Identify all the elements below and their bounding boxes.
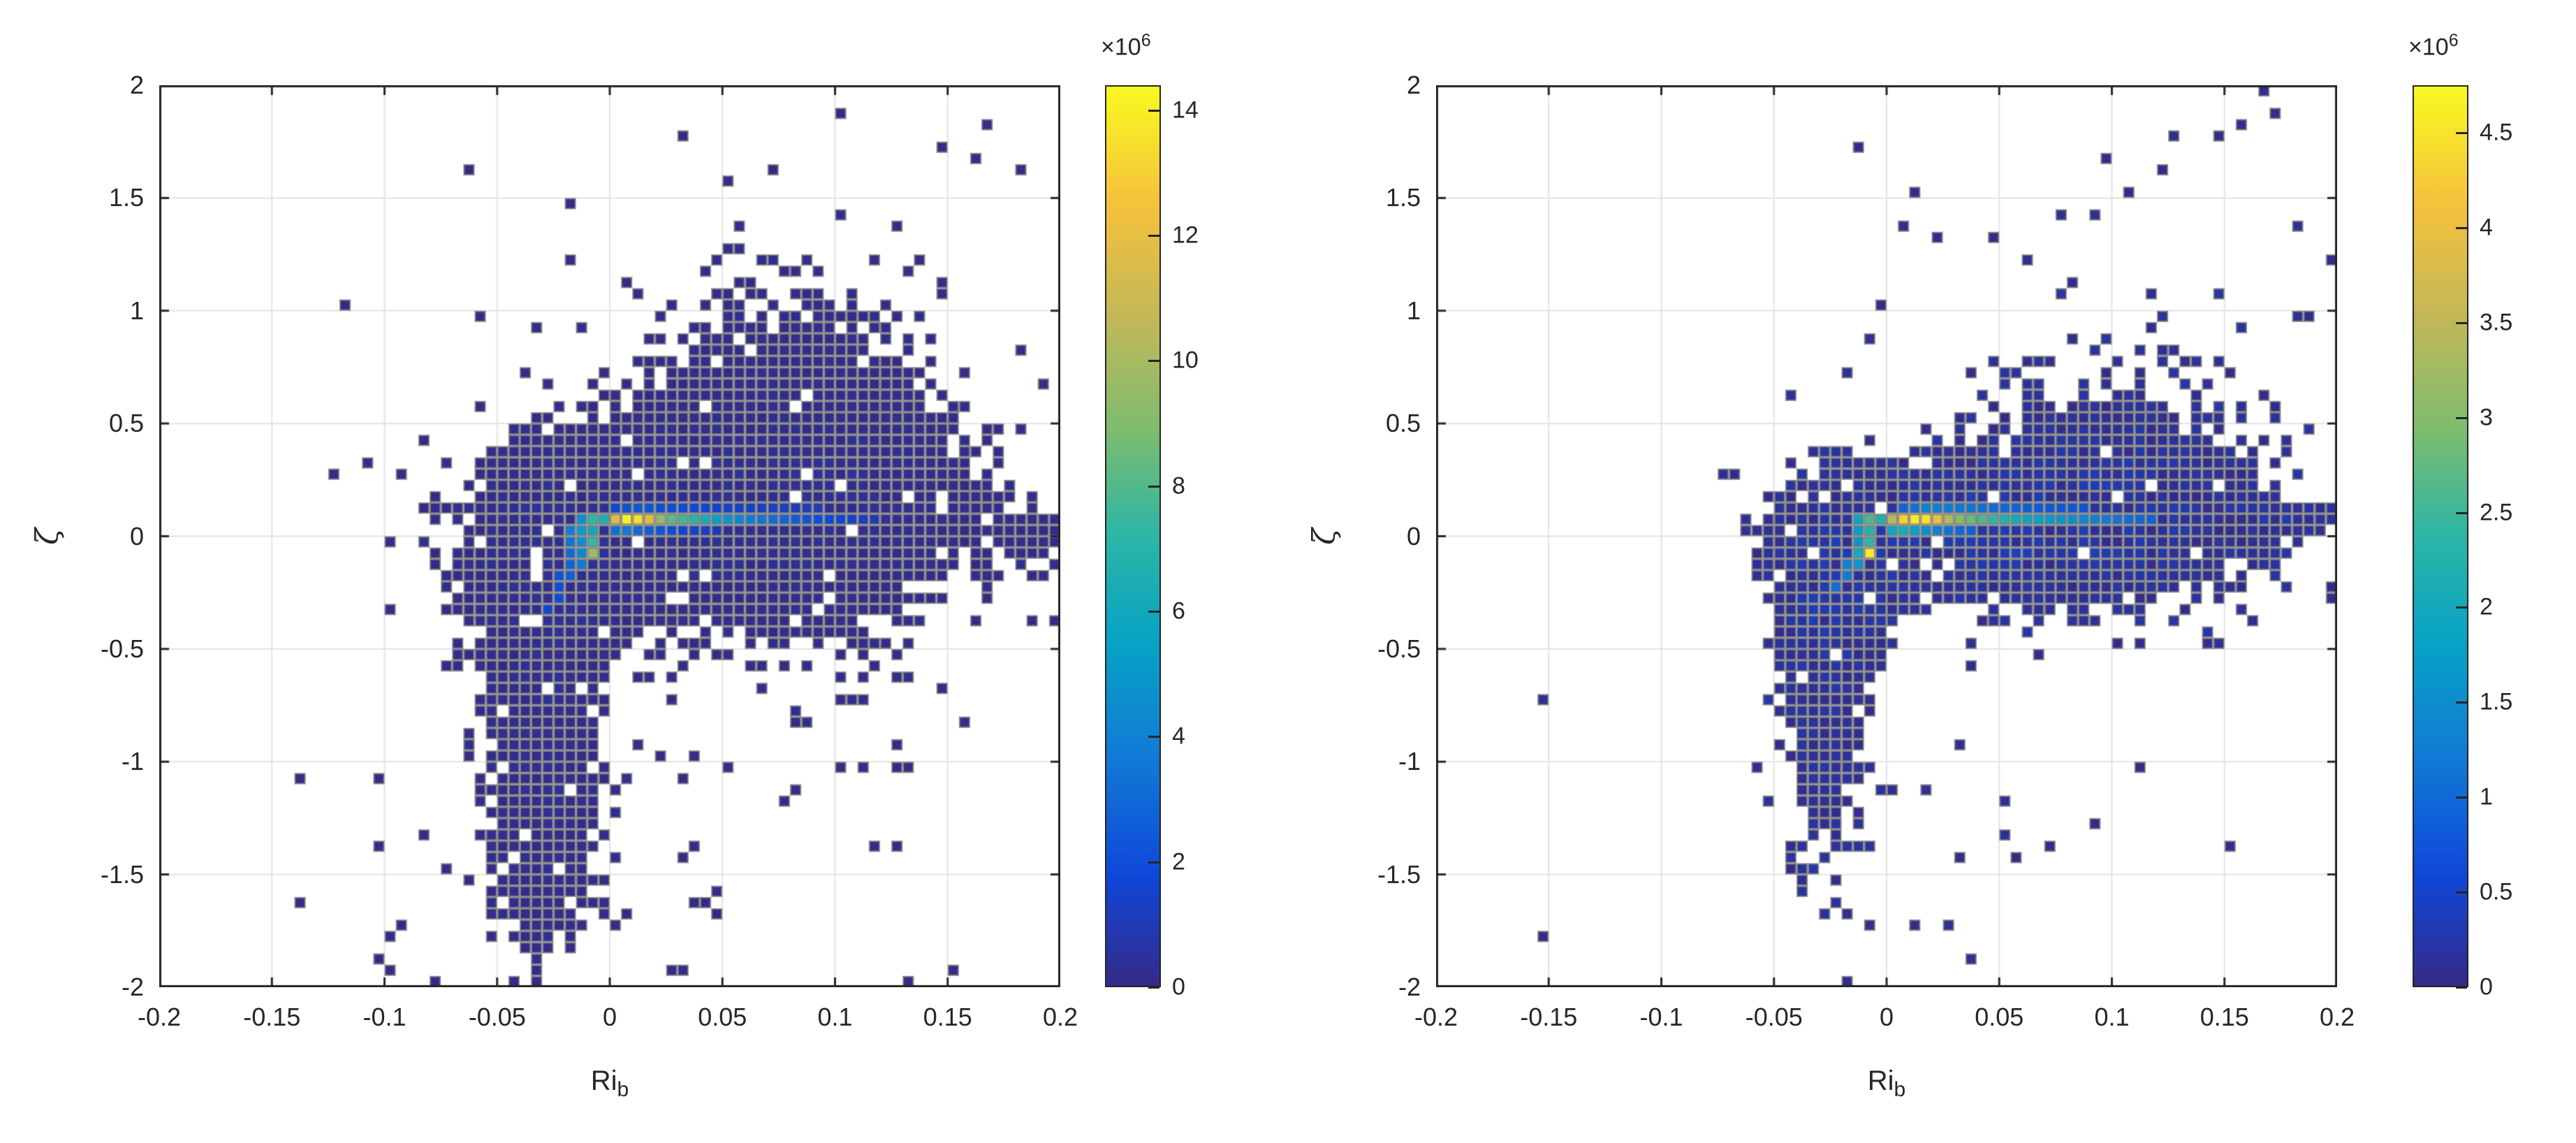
x-tick-label: -0.2 bbox=[137, 1003, 182, 1031]
colorbar-tick-label: 6 bbox=[1172, 597, 1185, 625]
colorbar-tick-mark bbox=[1148, 109, 1159, 112]
colorbar bbox=[2413, 85, 2468, 987]
y-axis-label: ζ bbox=[1307, 528, 1342, 545]
colorbar-exponent-superscript: 6 bbox=[1141, 31, 1151, 50]
colorbar-tick-label: 1.5 bbox=[2480, 688, 2513, 715]
x-axis-label-subscript: b bbox=[1894, 1078, 1906, 1101]
x-tick-label: 0.05 bbox=[1975, 1003, 2024, 1031]
y-tick-label: -2 bbox=[121, 973, 144, 1001]
x-axis-label-subscript: b bbox=[617, 1078, 629, 1101]
x-tick-label: -0.1 bbox=[363, 1003, 407, 1031]
x-tick-label: 0 bbox=[1879, 1003, 1894, 1031]
colorbar-tick-mark bbox=[2456, 796, 2467, 799]
x-axis-label-text: Ri bbox=[590, 1065, 617, 1096]
y-tick-label: -1 bbox=[1398, 747, 1421, 776]
x-axis-label: Rib bbox=[1868, 1065, 1905, 1102]
colorbar-tick-label: 3.5 bbox=[2480, 309, 2513, 336]
colorbar-tick-mark bbox=[2456, 891, 2467, 894]
colorbar-tick-mark bbox=[1148, 736, 1159, 738]
colorbar-exponent-label: ×106 bbox=[1101, 31, 1151, 61]
x-tick-label: -0.05 bbox=[1745, 1003, 1803, 1031]
colorbar-tick-mark bbox=[2456, 321, 2467, 324]
x-tick-label: -0.15 bbox=[243, 1003, 301, 1031]
x-tick-label: 0.2 bbox=[1042, 1003, 1078, 1031]
colorbar-tick-mark bbox=[2456, 987, 2467, 989]
histogram-canvas bbox=[1436, 85, 2337, 987]
x-tick-label: 0 bbox=[602, 1003, 617, 1031]
colorbar-tick-label: 14 bbox=[1172, 96, 1199, 124]
colorbar-tick-mark bbox=[1148, 861, 1159, 864]
x-tick-label: -0.15 bbox=[1520, 1003, 1578, 1031]
y-axis-label-text: ζ bbox=[1306, 527, 1342, 545]
colorbar-tick-mark bbox=[1148, 611, 1159, 613]
colorbar-tick-mark bbox=[2456, 226, 2467, 229]
colorbar-tick-label: 12 bbox=[1172, 221, 1199, 249]
colorbar-tick-label: 4 bbox=[1172, 722, 1185, 750]
x-tick-label: 0.05 bbox=[698, 1003, 747, 1031]
y-tick-label: -0.5 bbox=[100, 634, 144, 663]
x-tick-label: -0.05 bbox=[468, 1003, 526, 1031]
y-tick-label: -0.5 bbox=[1377, 634, 1421, 663]
y-tick-label: -1 bbox=[121, 747, 144, 776]
colorbar-tick-label: 2.5 bbox=[2480, 499, 2513, 526]
colorbar-tick-mark bbox=[1148, 235, 1159, 238]
colorbar-exponent-base: ×10 bbox=[2408, 34, 2449, 61]
x-tick-label: 0.1 bbox=[817, 1003, 853, 1031]
colorbar-tick-label: 2 bbox=[2480, 593, 2493, 620]
y-tick-label: 0 bbox=[129, 521, 144, 551]
colorbar-tick-label: 8 bbox=[1172, 472, 1185, 500]
x-tick-label: -0.2 bbox=[1414, 1003, 1458, 1031]
y-tick-label: -1.5 bbox=[1377, 859, 1421, 889]
x-tick-label: 0.1 bbox=[2094, 1003, 2130, 1031]
colorbar-tick-label: 0 bbox=[2480, 973, 2493, 1000]
y-tick-label: 1 bbox=[1406, 296, 1421, 325]
x-tick-label: -0.1 bbox=[1639, 1003, 1683, 1031]
y-tick-label: 1 bbox=[129, 296, 144, 325]
y-tick-label: 1.5 bbox=[1385, 183, 1421, 212]
colorbar-exponent-label: ×106 bbox=[2408, 31, 2459, 61]
x-axis-label-text: Ri bbox=[1867, 1065, 1894, 1096]
histogram-canvas bbox=[159, 85, 1060, 987]
colorbar-tick-mark bbox=[2456, 511, 2467, 514]
colorbar-tick-mark bbox=[1148, 485, 1159, 488]
colorbar-tick-label: 0 bbox=[1172, 973, 1185, 1000]
y-tick-label: -1.5 bbox=[100, 859, 144, 889]
x-tick-label: 0.2 bbox=[2319, 1003, 2355, 1031]
y-tick-label: 2 bbox=[129, 71, 144, 99]
y-tick-label: -2 bbox=[1398, 973, 1421, 1001]
colorbar-tick-mark bbox=[2456, 131, 2467, 134]
colorbar-exponent-superscript: 6 bbox=[2448, 31, 2459, 50]
y-tick-label: 1.5 bbox=[108, 183, 144, 212]
colorbar-tick-mark bbox=[1148, 360, 1159, 363]
colorbar-tick-label: 10 bbox=[1172, 347, 1199, 374]
x-tick-label: 0.15 bbox=[2200, 1003, 2249, 1031]
colorbar-tick-mark bbox=[2456, 701, 2467, 704]
x-tick-label: 0.15 bbox=[923, 1003, 972, 1031]
colorbar-tick-label: 1 bbox=[2480, 783, 2493, 810]
colorbar-tick-label: 0.5 bbox=[2480, 878, 2513, 905]
colorbar-tick-mark bbox=[2456, 416, 2467, 419]
colorbar-tick-label: 4.5 bbox=[2480, 119, 2513, 146]
colorbar-tick-mark bbox=[1148, 987, 1159, 989]
y-tick-label: 0 bbox=[1406, 521, 1421, 551]
colorbar-tick-mark bbox=[2456, 606, 2467, 609]
colorbar-tick-label: 2 bbox=[1172, 848, 1185, 875]
x-axis-label: Rib bbox=[591, 1065, 629, 1102]
colorbar-exponent-base: ×10 bbox=[1101, 34, 1141, 61]
y-tick-label: 0.5 bbox=[108, 409, 144, 438]
y-tick-label: 0.5 bbox=[1385, 409, 1421, 438]
y-tick-label: 2 bbox=[1406, 71, 1421, 99]
colorbar-tick-label: 4 bbox=[2480, 214, 2493, 241]
colorbar-tick-label: 3 bbox=[2480, 404, 2493, 431]
